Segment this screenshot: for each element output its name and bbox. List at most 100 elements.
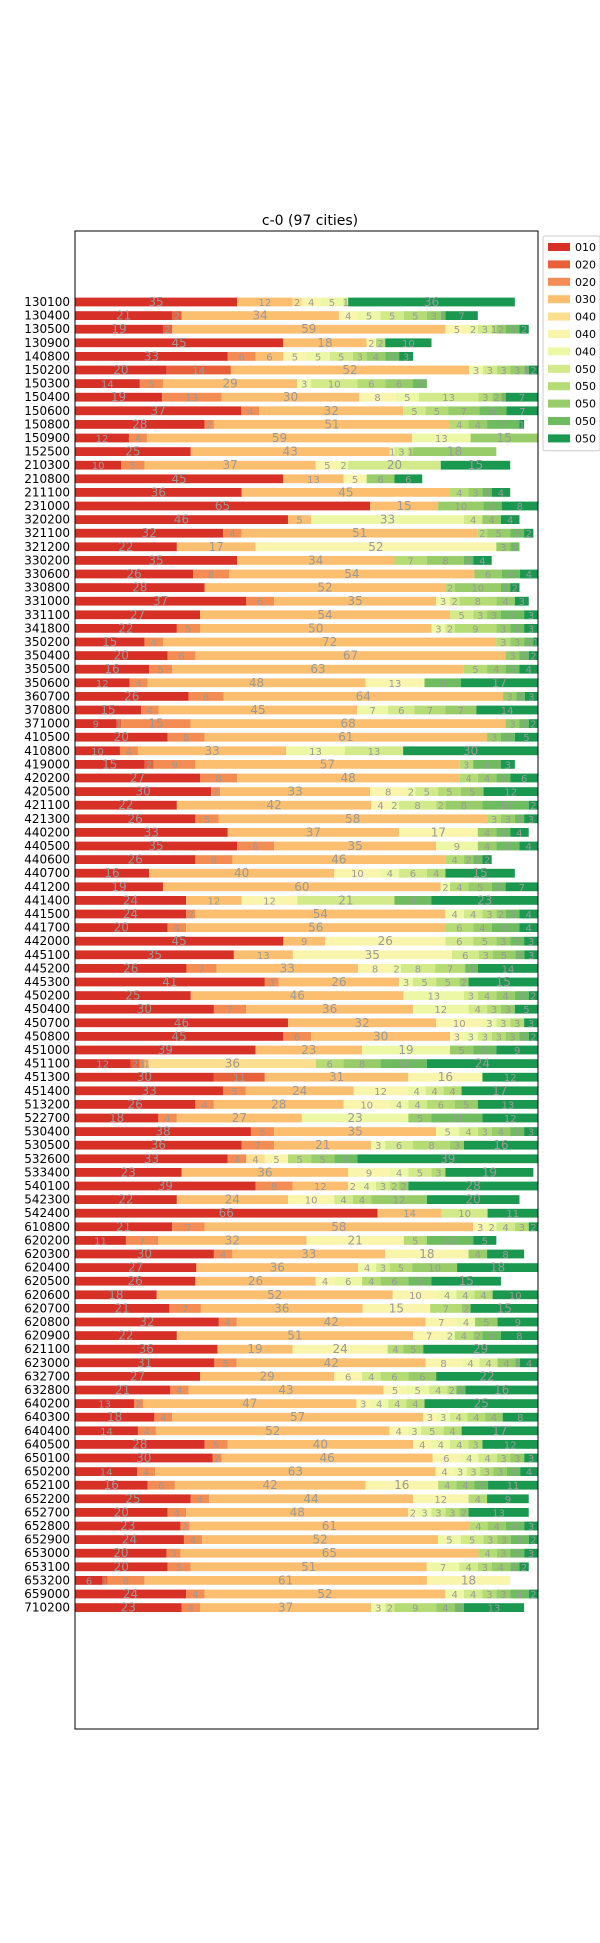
bar-segment xyxy=(153,760,196,769)
bar-value-label: 2 xyxy=(512,584,518,595)
bar-segment xyxy=(121,719,191,728)
bar-segment xyxy=(445,311,478,320)
bar-segment xyxy=(75,1127,251,1136)
bar-segment xyxy=(487,1222,497,1232)
bar-value-label: 33 xyxy=(144,825,159,839)
bar-segment xyxy=(125,1236,159,1245)
bar-value-label: 2 xyxy=(530,366,536,377)
bar-segment xyxy=(519,719,529,728)
bar-value-label: 4 xyxy=(188,1604,194,1615)
bar-segment xyxy=(75,501,371,511)
bar-value-label: 29 xyxy=(473,1342,488,1356)
bar-value-label: 20 xyxy=(113,363,128,377)
bar-segment xyxy=(255,542,497,552)
legend-swatch xyxy=(548,330,570,338)
bar-value-label: 14 xyxy=(403,1209,416,1220)
bar-value-label: 4 xyxy=(431,1087,437,1098)
bars-layer xyxy=(75,297,538,1612)
bar-segment xyxy=(315,1059,344,1068)
bar-value-label: 3 xyxy=(449,1508,455,1519)
y-tick-label: 140800 xyxy=(24,349,70,363)
bar-segment xyxy=(334,1372,363,1381)
bar-value-label: 4 xyxy=(368,1372,374,1383)
bar-segment xyxy=(274,1127,437,1136)
bar-segment xyxy=(75,365,167,375)
bar-segment xyxy=(311,379,358,388)
bar-segment xyxy=(172,1412,424,1422)
bar-segment xyxy=(482,1589,497,1599)
y-tick-label: 652900 xyxy=(24,1533,70,1547)
y-tick-label: 450800 xyxy=(24,1029,70,1043)
bar-value-label: 3 xyxy=(170,1549,176,1560)
bar-value-label: 12 xyxy=(314,1182,327,1193)
bar-segment xyxy=(255,1045,363,1055)
bar-value-label: 7 xyxy=(369,706,375,717)
bar-value-label: 2 xyxy=(146,760,152,771)
bar-segment xyxy=(412,1331,446,1340)
bar-value-label: 3 xyxy=(505,760,511,771)
bar-value-label: 2 xyxy=(530,720,536,731)
bar-value-label: 4 xyxy=(484,842,490,853)
bar-segment xyxy=(223,692,504,701)
bar-value-label: 4 xyxy=(455,1413,461,1424)
bar-value-label: 36 xyxy=(225,1057,240,1071)
bar-segment xyxy=(463,1603,525,1612)
bar-segment xyxy=(470,1304,538,1313)
bar-segment xyxy=(473,923,492,932)
bar-value-label: 8 xyxy=(461,801,467,812)
bar-value-label: 8 xyxy=(428,1141,434,1152)
y-tick-label: 350400 xyxy=(24,649,70,663)
bar-segment xyxy=(403,406,426,416)
bar-value-label: 2 xyxy=(465,856,471,867)
bar-value-label: 2 xyxy=(451,597,457,608)
bar-segment xyxy=(75,338,284,348)
bar-value-label: 22 xyxy=(479,1369,494,1383)
bar-segment xyxy=(456,1480,475,1490)
bar-value-label: 42 xyxy=(266,798,281,812)
bar-segment xyxy=(195,1276,316,1286)
bar-value-label: 5 xyxy=(324,461,330,472)
bar-segment xyxy=(438,1535,461,1544)
bar-segment xyxy=(334,1276,363,1286)
bar-segment xyxy=(181,1168,349,1177)
bar-value-label: 1 xyxy=(144,1060,150,1071)
bar-segment xyxy=(394,1603,437,1612)
bar-segment xyxy=(496,936,511,946)
bar-segment xyxy=(524,1453,538,1463)
bar-value-label: 5 xyxy=(157,665,163,676)
bar-segment xyxy=(450,420,469,429)
bar-segment xyxy=(399,1181,409,1191)
bar-segment xyxy=(496,1045,538,1055)
bar-segment xyxy=(370,501,439,511)
bar-segment xyxy=(144,1059,150,1068)
bar-segment xyxy=(385,338,432,348)
bar-segment xyxy=(139,1059,145,1068)
bar-segment xyxy=(75,1263,197,1272)
bar-segment xyxy=(134,1399,144,1408)
bar-segment xyxy=(431,1508,446,1517)
bar-segment xyxy=(380,1276,409,1286)
bar-value-label: 2 xyxy=(182,1522,188,1533)
bar-segment xyxy=(75,1372,201,1381)
bar-segment xyxy=(176,624,201,633)
bar-segment xyxy=(417,1508,432,1517)
bar-value-label: 13 xyxy=(435,434,448,445)
bar-value-label: 3 xyxy=(514,638,520,649)
bar-segment xyxy=(425,1317,458,1327)
bar-segment xyxy=(162,637,497,647)
bar-segment xyxy=(431,1168,446,1177)
bar-value-label: 4 xyxy=(507,516,513,527)
bar-value-label: 5 xyxy=(482,937,488,948)
bar-segment xyxy=(473,936,497,946)
bar-segment xyxy=(75,1154,228,1164)
bar-segment xyxy=(200,1603,372,1612)
bar-segment xyxy=(408,1276,432,1286)
bar-value-label: 2 xyxy=(498,910,504,921)
bar-value-label: 5 xyxy=(231,1087,237,1098)
bar-value-label: 4 xyxy=(413,1087,419,1098)
bar-value-label: 12 xyxy=(504,788,517,799)
bar-segment xyxy=(75,1589,187,1599)
bar-value-label: 20 xyxy=(114,1560,129,1574)
bar-segment xyxy=(232,855,446,864)
legend-label: 040 xyxy=(575,345,596,358)
